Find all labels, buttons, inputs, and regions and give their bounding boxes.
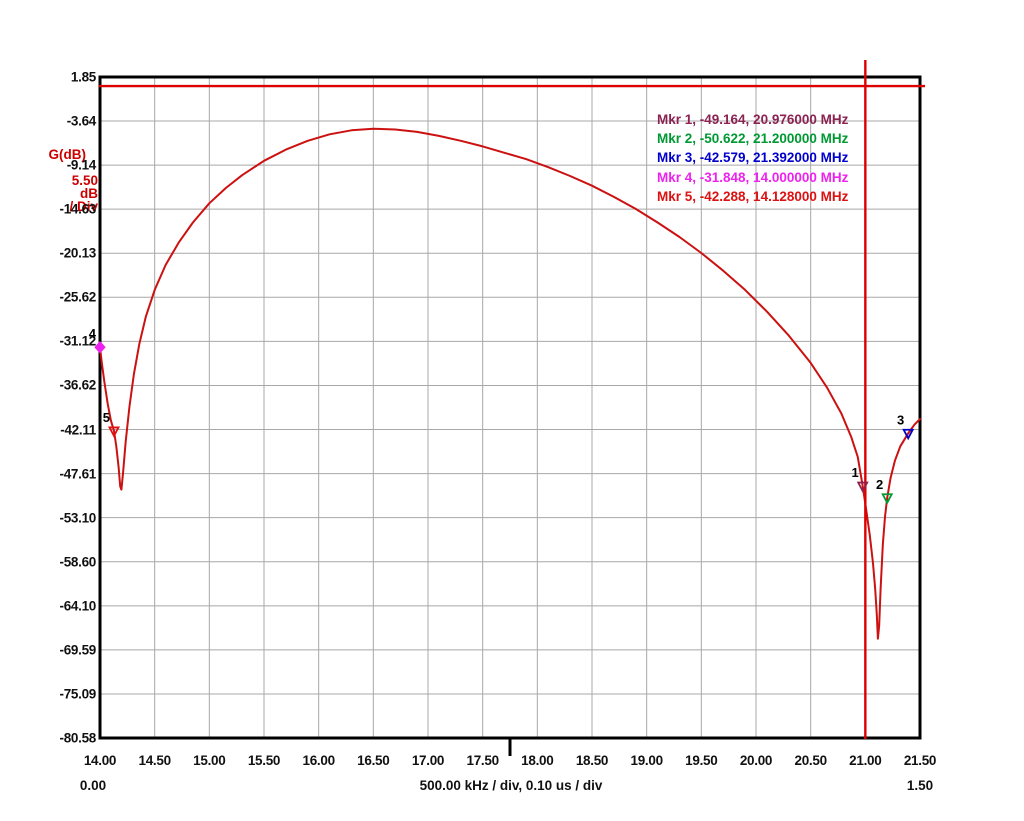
y-axis-tick-label: -69.59 [59, 642, 97, 658]
marker-diamond [94, 340, 106, 354]
x-axis-tick-label: 20.00 [739, 753, 773, 768]
y-axis-tick-label: -53.10 [59, 510, 97, 526]
time-scale-start: 0.00 [79, 778, 107, 793]
gain-trace [99, 127, 921, 640]
marker-number-label: 4 [89, 326, 97, 341]
y-axis-tick-label: -64.10 [59, 598, 97, 614]
scale-div: / Div [69, 199, 98, 214]
x-axis-tick-label: 14.00 [83, 753, 117, 768]
x-axis-tick-label: 17.50 [466, 753, 500, 768]
x-axis-tick-label: 21.00 [849, 753, 882, 768]
marker-triangle [902, 428, 915, 441]
x-axis-tick-label: 17.00 [411, 753, 445, 768]
scale-value: 5.50 [71, 173, 98, 188]
y-axis-tick-label: -3.64 [66, 113, 97, 129]
y-axis-tick-label: -20.13 [59, 245, 97, 261]
marker-number-label: 1 [851, 465, 858, 480]
x-axis-tick-label: 19.00 [630, 753, 664, 768]
x-axis-tick-label: 18.00 [521, 753, 554, 768]
x-axis-tick-label: 16.50 [357, 753, 390, 768]
marker-number-label: 2 [876, 477, 883, 492]
x-axis-tick-label: 19.50 [685, 753, 718, 768]
marker-legend-entry: Mkr 1, -49.164, 20.976000 MHz [657, 112, 849, 127]
x-axis-tick-label: 20.50 [794, 753, 828, 768]
y-axis-tick-label: -80.58 [59, 730, 97, 746]
x-axis-tick-label: 14.50 [138, 753, 172, 768]
time-scale-end: 1.50 [906, 778, 934, 793]
sweep-scale-caption: 500.00 kHz / div, 0.10 us / div [419, 778, 603, 793]
marker-legend-entry: Mkr 2, -50.622, 21.200000 MHz [657, 131, 849, 147]
scale-per-div-block: 5.50 dB / Div [28, 173, 98, 214]
y-axis-tick-label: -9.14 [66, 157, 97, 173]
x-axis-tick-label: 15.50 [247, 753, 281, 768]
marker-number-label: 5 [103, 410, 110, 425]
y-axis-tick-label: -31.12 [59, 333, 97, 349]
marker-triangle [881, 493, 894, 505]
marker-legend-entry: Mkr 4, -31.848, 14.000000 MHz [657, 169, 849, 185]
x-axis-tick-label: 18.50 [575, 753, 609, 768]
gain-axis-label: G(dB) [48, 147, 87, 162]
marker-triangle [856, 481, 869, 494]
x-axis-tick-label: 21.50 [903, 753, 937, 768]
marker-legend-entry: Mkr 3, -42.579, 21.392000 MHz [657, 150, 849, 166]
marker-legend-entry: Mkr 5, -42.288, 14.128000 MHz [657, 188, 849, 204]
y-axis-tick-label: -14.63 [59, 201, 97, 217]
marker-legend: Mkr 1, -49.164, 20.976000 MHz Mkr 2, -50.… [657, 110, 848, 206]
y-axis-tick-label: -36.62 [59, 377, 97, 393]
y-axis-tick-label: -75.09 [59, 686, 97, 702]
y-axis-tick-label: -58.60 [59, 554, 97, 570]
marker-triangle [107, 426, 120, 438]
y-axis-tick-label: -25.62 [59, 289, 97, 305]
scale-unit: dB [80, 186, 98, 201]
y-axis-tick-label: -47.61 [59, 466, 97, 482]
x-axis-tick-label: 16.00 [302, 753, 336, 768]
y-axis-tick-label: 1.85 [70, 69, 96, 85]
y-axis-tick-label: -42.11 [60, 422, 96, 437]
x-axis-tick-label: 15.00 [193, 753, 226, 768]
marker-number-label: 3 [897, 412, 904, 427]
